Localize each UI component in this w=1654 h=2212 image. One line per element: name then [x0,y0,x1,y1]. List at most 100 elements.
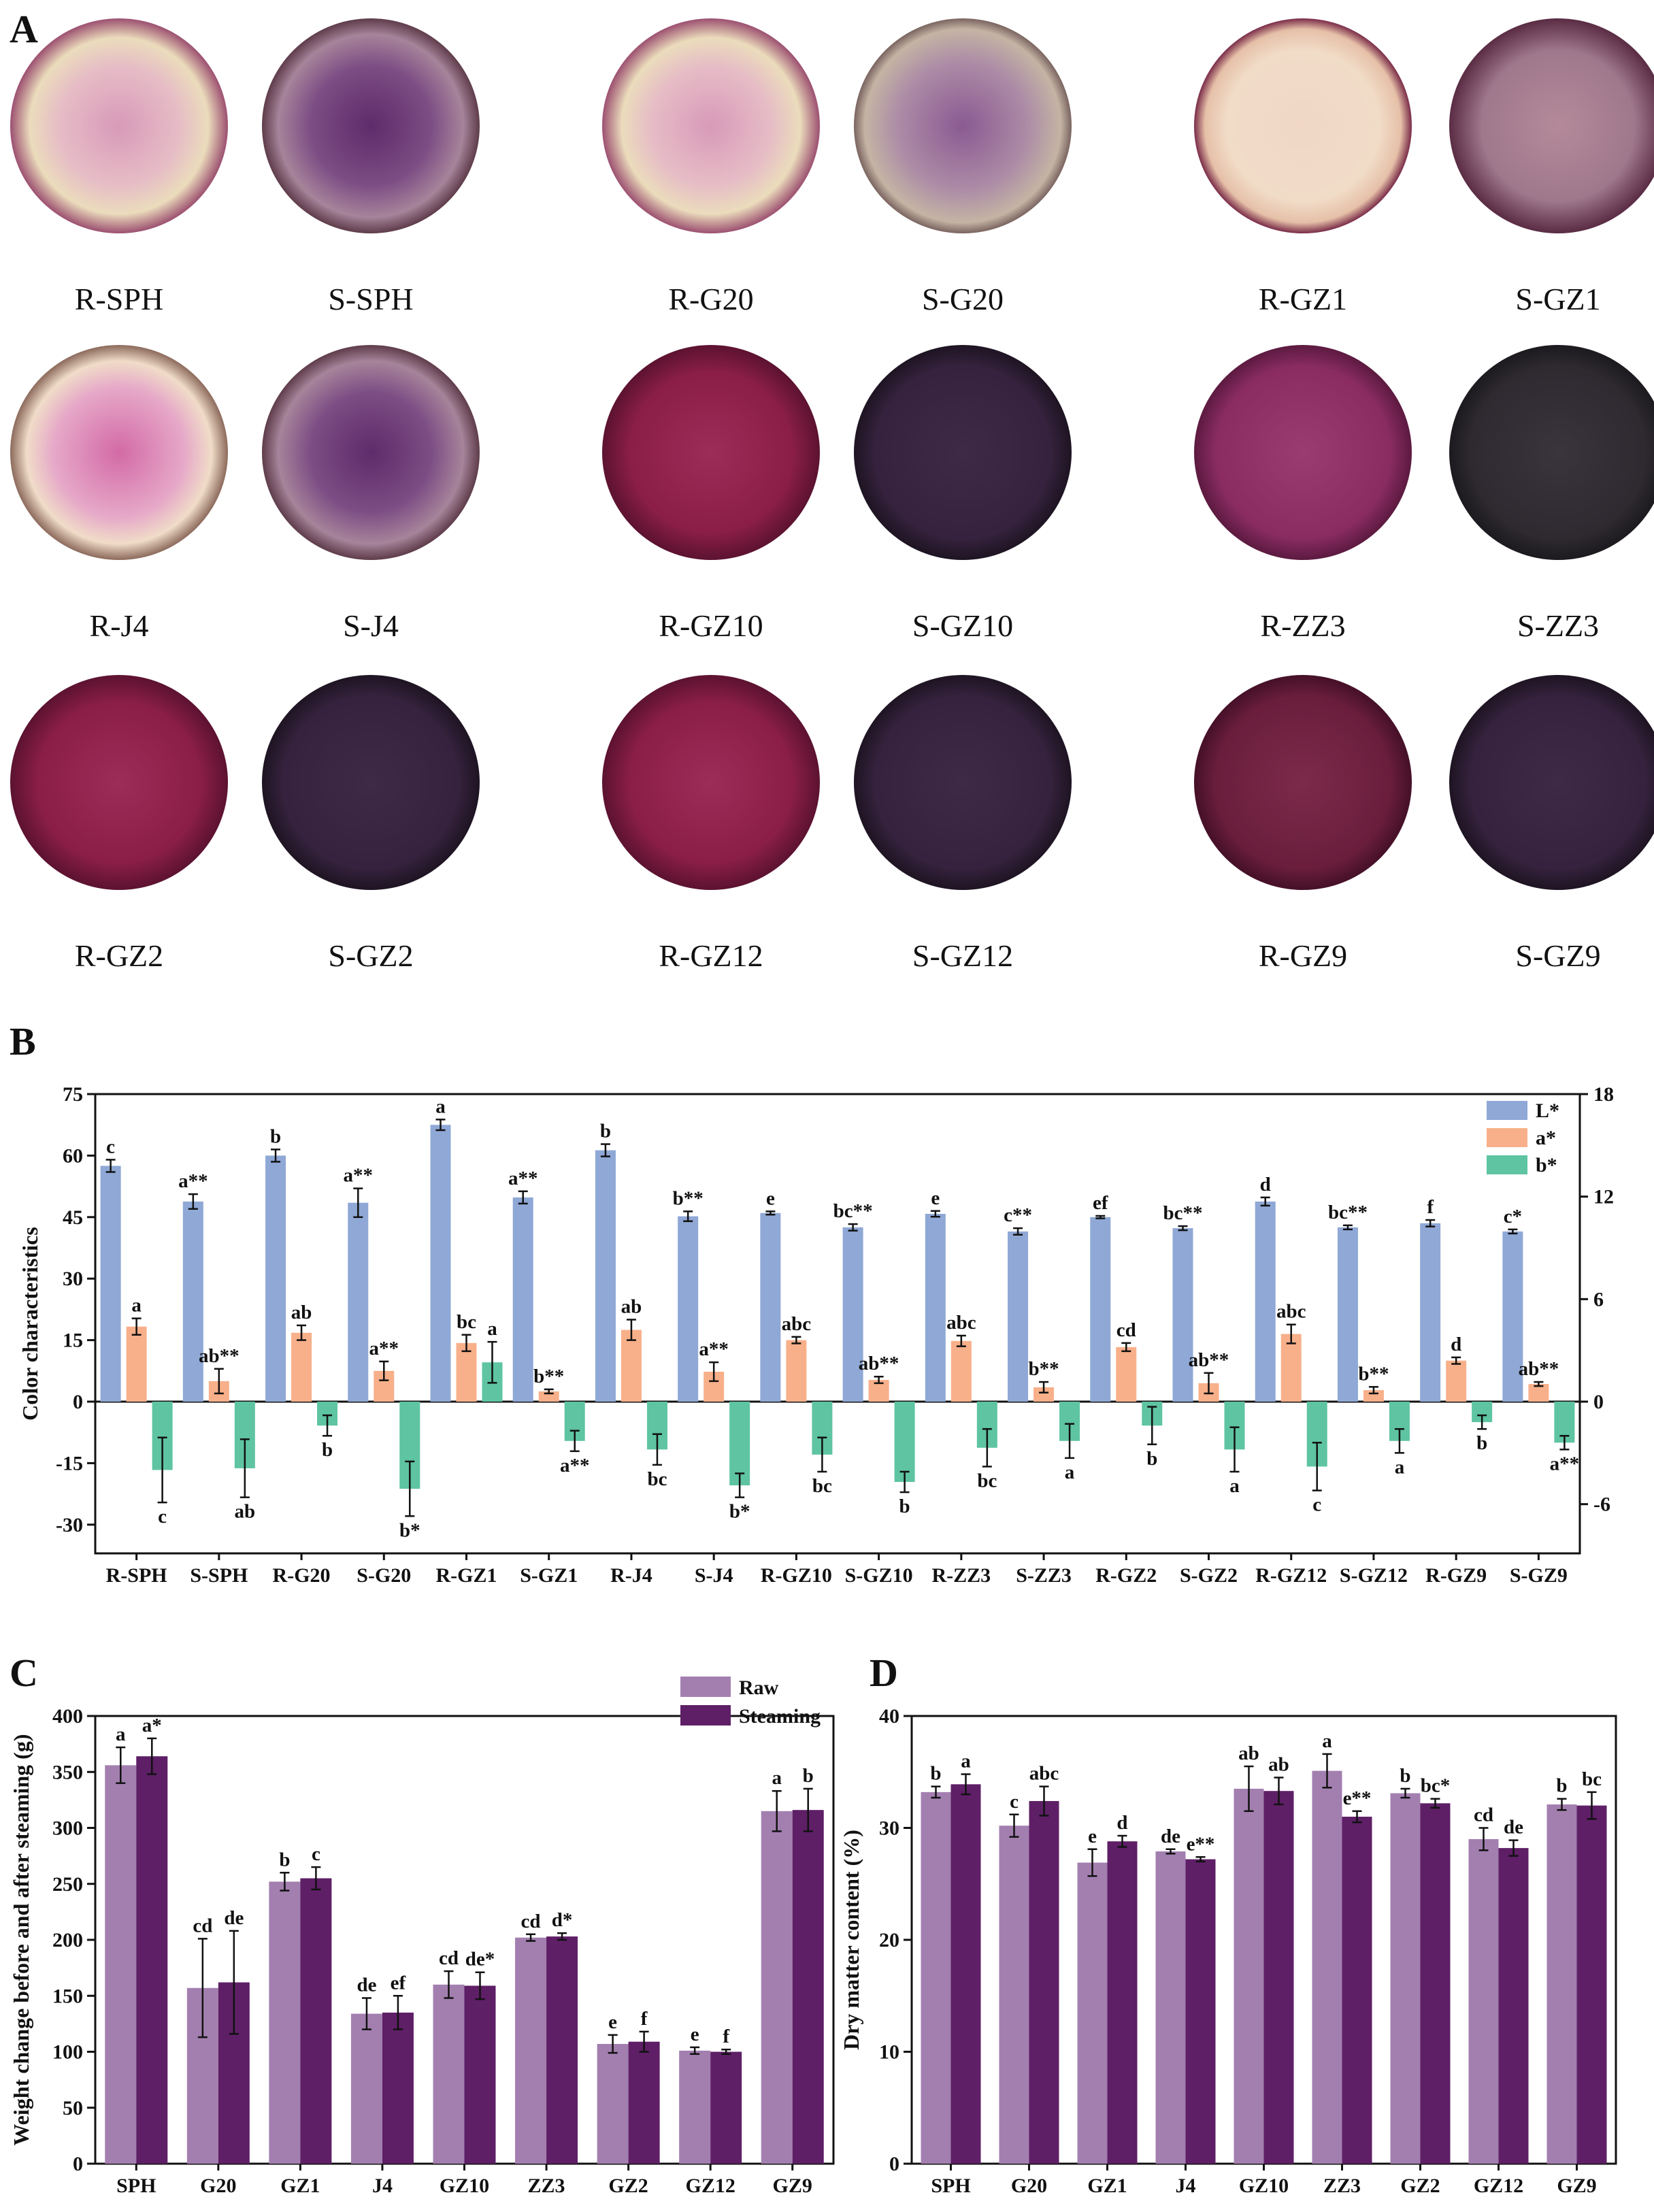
bar-b-lstar-s-gz10 [842,1227,863,1402]
x-tick-label-r-gz9: R-GZ9 [1425,1564,1487,1587]
bar-c-steaming-j4 [382,2012,414,2164]
bar-c-raw-j4 [350,2013,382,2164]
sig-letter-c-raw-gz12: e [691,2024,699,2045]
legend-label-steaming: Steaming [739,1705,821,1728]
y-tick-label: 100 [52,2041,83,2064]
bar-c-raw-gz1 [269,1881,301,2164]
x-tick-label-g20: G20 [200,2175,236,2197]
slice-label-s-gz1: S-GZ1 [1515,282,1600,316]
x-tick-label-s-gz9: S-GZ9 [1510,1564,1568,1587]
sig-letter-b-lstar-s-g20: a** [344,1165,374,1187]
x-tick-label-s-j4: S-J4 [695,1564,733,1587]
sig-letter-b-astar-s-gz12: b** [1358,1363,1389,1385]
sig-letter-c-raw-j4: de [357,1975,376,1996]
bar-c-raw-gz2 [597,2043,629,2164]
slice-label-s-gz10: S-GZ10 [912,608,1013,643]
y-tick-label: 15 [63,1330,83,1352]
slice-label-r-sph: R-SPH [75,282,163,316]
bar-d-steaming-g20 [1029,1801,1059,2164]
sig-letter-c-steaming-gz9: b [803,1765,814,1787]
bar-b-lstar-r-gz1 [430,1125,451,1402]
y-tick-label: 50 [63,2097,83,2119]
sig-letter-b-bstar-r-zz3: bc [977,1470,997,1491]
sig-letter-d-raw-sph: b [930,1763,941,1785]
x-tick-label-gz12: GZ12 [1474,2175,1523,2197]
sig-letter-c-raw-sph: a [116,1723,126,1745]
slice-photo-s-gz10 [854,345,1072,560]
sig-letter-b-astar-s-gz2: ab** [1189,1349,1229,1371]
sig-letter-b-bstar-s-j4: b* [729,1501,750,1523]
x-tick-label-gz1: GZ1 [1087,2175,1127,2197]
bar-c-raw-gz9 [761,1811,793,2164]
sig-letter-c-steaming-j4: ef [391,1972,406,1994]
y-tick-label: 0 [73,1391,83,1413]
slice-photo-r-gz2 [10,675,228,890]
sig-letter-d-raw-gz2: b [1400,1765,1410,1787]
sig-letter-b-astar-s-j4: a** [699,1338,729,1360]
bar-c-steaming-gz2 [628,2041,660,2164]
slice-label-s-sph: S-SPH [328,282,413,316]
bar-b-astar-s-zz3 [1033,1387,1055,1402]
legend-label-raw: Raw [739,1677,779,1699]
sig-letter-d-steaming-zz3: e** [1343,1787,1372,1809]
legend-swatch-lstar [1487,1101,1527,1120]
sig-letter-b-bstar-r-j4: bc [647,1468,667,1490]
bar-b-lstar-r-g20 [265,1155,286,1402]
bar-b-lstar-s-gz1 [512,1197,533,1402]
sig-letter-b-bstar-s-gz1: a** [560,1455,590,1476]
y-tick-label: 30 [63,1268,83,1290]
sig-letter-c-steaming-gz2: f [641,2008,648,2030]
sig-letter-c-raw-zz3: cd [521,1911,541,1932]
y-tick-label: 300 [52,1817,83,1840]
sig-letter-b-bstar-s-g20: b* [399,1519,420,1541]
sig-letter-b-bstar-r-g20: b [322,1439,333,1461]
y-axis-label: Weight change before and after steaming … [9,1734,33,2146]
sig-letter-b-lstar-s-sph: a** [178,1170,208,1192]
bar-d-raw-zz3 [1312,1770,1342,2164]
y-tick-label: 200 [52,1929,83,1951]
x-tick-label-s-gz2: S-GZ2 [1180,1564,1238,1587]
bar-d-steaming-j4 [1185,1859,1216,2164]
slice-photo-s-gz12 [854,675,1072,890]
sig-letter-b-lstar-s-gz9: c* [1504,1206,1522,1227]
sig-letter-c-steaming-zz3: d* [552,1909,573,1931]
bar-b-lstar-r-gz2 [1090,1217,1111,1402]
x-tick-label-r-gz10: R-GZ10 [761,1564,832,1587]
bar-b-lstar-s-gz9 [1502,1231,1523,1402]
slice-photo-r-gz10 [602,345,820,560]
bar-c-steaming-gz1 [300,1878,332,2164]
bar-b-astar-r-gz1 [456,1342,477,1402]
y-tick-label: 0 [73,2153,83,2175]
y-tick-label: 75 [63,1083,83,1106]
bar-b-astar-s-gz12 [1363,1390,1384,1402]
y-tick-label: 150 [52,1985,83,2007]
x-tick-label-j4: J4 [1176,2175,1196,2197]
bar-d-steaming-gz10 [1263,1791,1294,2164]
x-tick-label-gz9: GZ9 [773,2175,812,2197]
slice-photo-r-gz9 [1194,675,1412,890]
panel-letter-a: A [10,7,38,51]
sig-letter-b-bstar-s-gz2: a [1229,1475,1240,1497]
y2-tick-label: 6 [1593,1288,1604,1310]
x-tick-label-sph: SPH [116,2175,156,2197]
sig-letter-b-bstar-r-sph: c [158,1506,167,1528]
sig-letter-b-lstar-r-g20: b [270,1125,281,1147]
sig-letter-b-lstar-r-zz3: e [931,1187,940,1209]
legend-swatch-bstar [1487,1155,1527,1174]
sig-letter-b-bstar-r-gz12: c [1312,1494,1321,1516]
slice-label-r-gz9: R-GZ9 [1259,938,1347,973]
bar-b-lstar-r-j4 [595,1150,616,1402]
x-tick-label-r-gz1: R-GZ1 [436,1564,497,1587]
sig-letter-c-raw-g20: cd [193,1915,212,1936]
sig-letter-d-steaming-sph: a [961,1751,971,1772]
sig-letter-b-lstar-r-gz2: ef [1093,1192,1108,1214]
sig-letter-b-astar-r-sph: a [131,1295,142,1317]
bar-b-lstar-r-gz9 [1420,1223,1441,1402]
sig-letter-b-lstar-s-j4: b** [673,1187,704,1209]
slice-label-s-gz2: S-GZ2 [328,938,413,973]
sample-photo-grid: R-SPH S-SPH R-G20 S-G20 R-GZ1 S-GZ1 R-J4 S-J4 R-… [10,18,1654,973]
legend-label-bstar: b* [1536,1154,1557,1176]
sig-letter-b-astar-s-gz1: b** [533,1366,564,1387]
bar-b-lstar-s-j4 [678,1216,699,1402]
